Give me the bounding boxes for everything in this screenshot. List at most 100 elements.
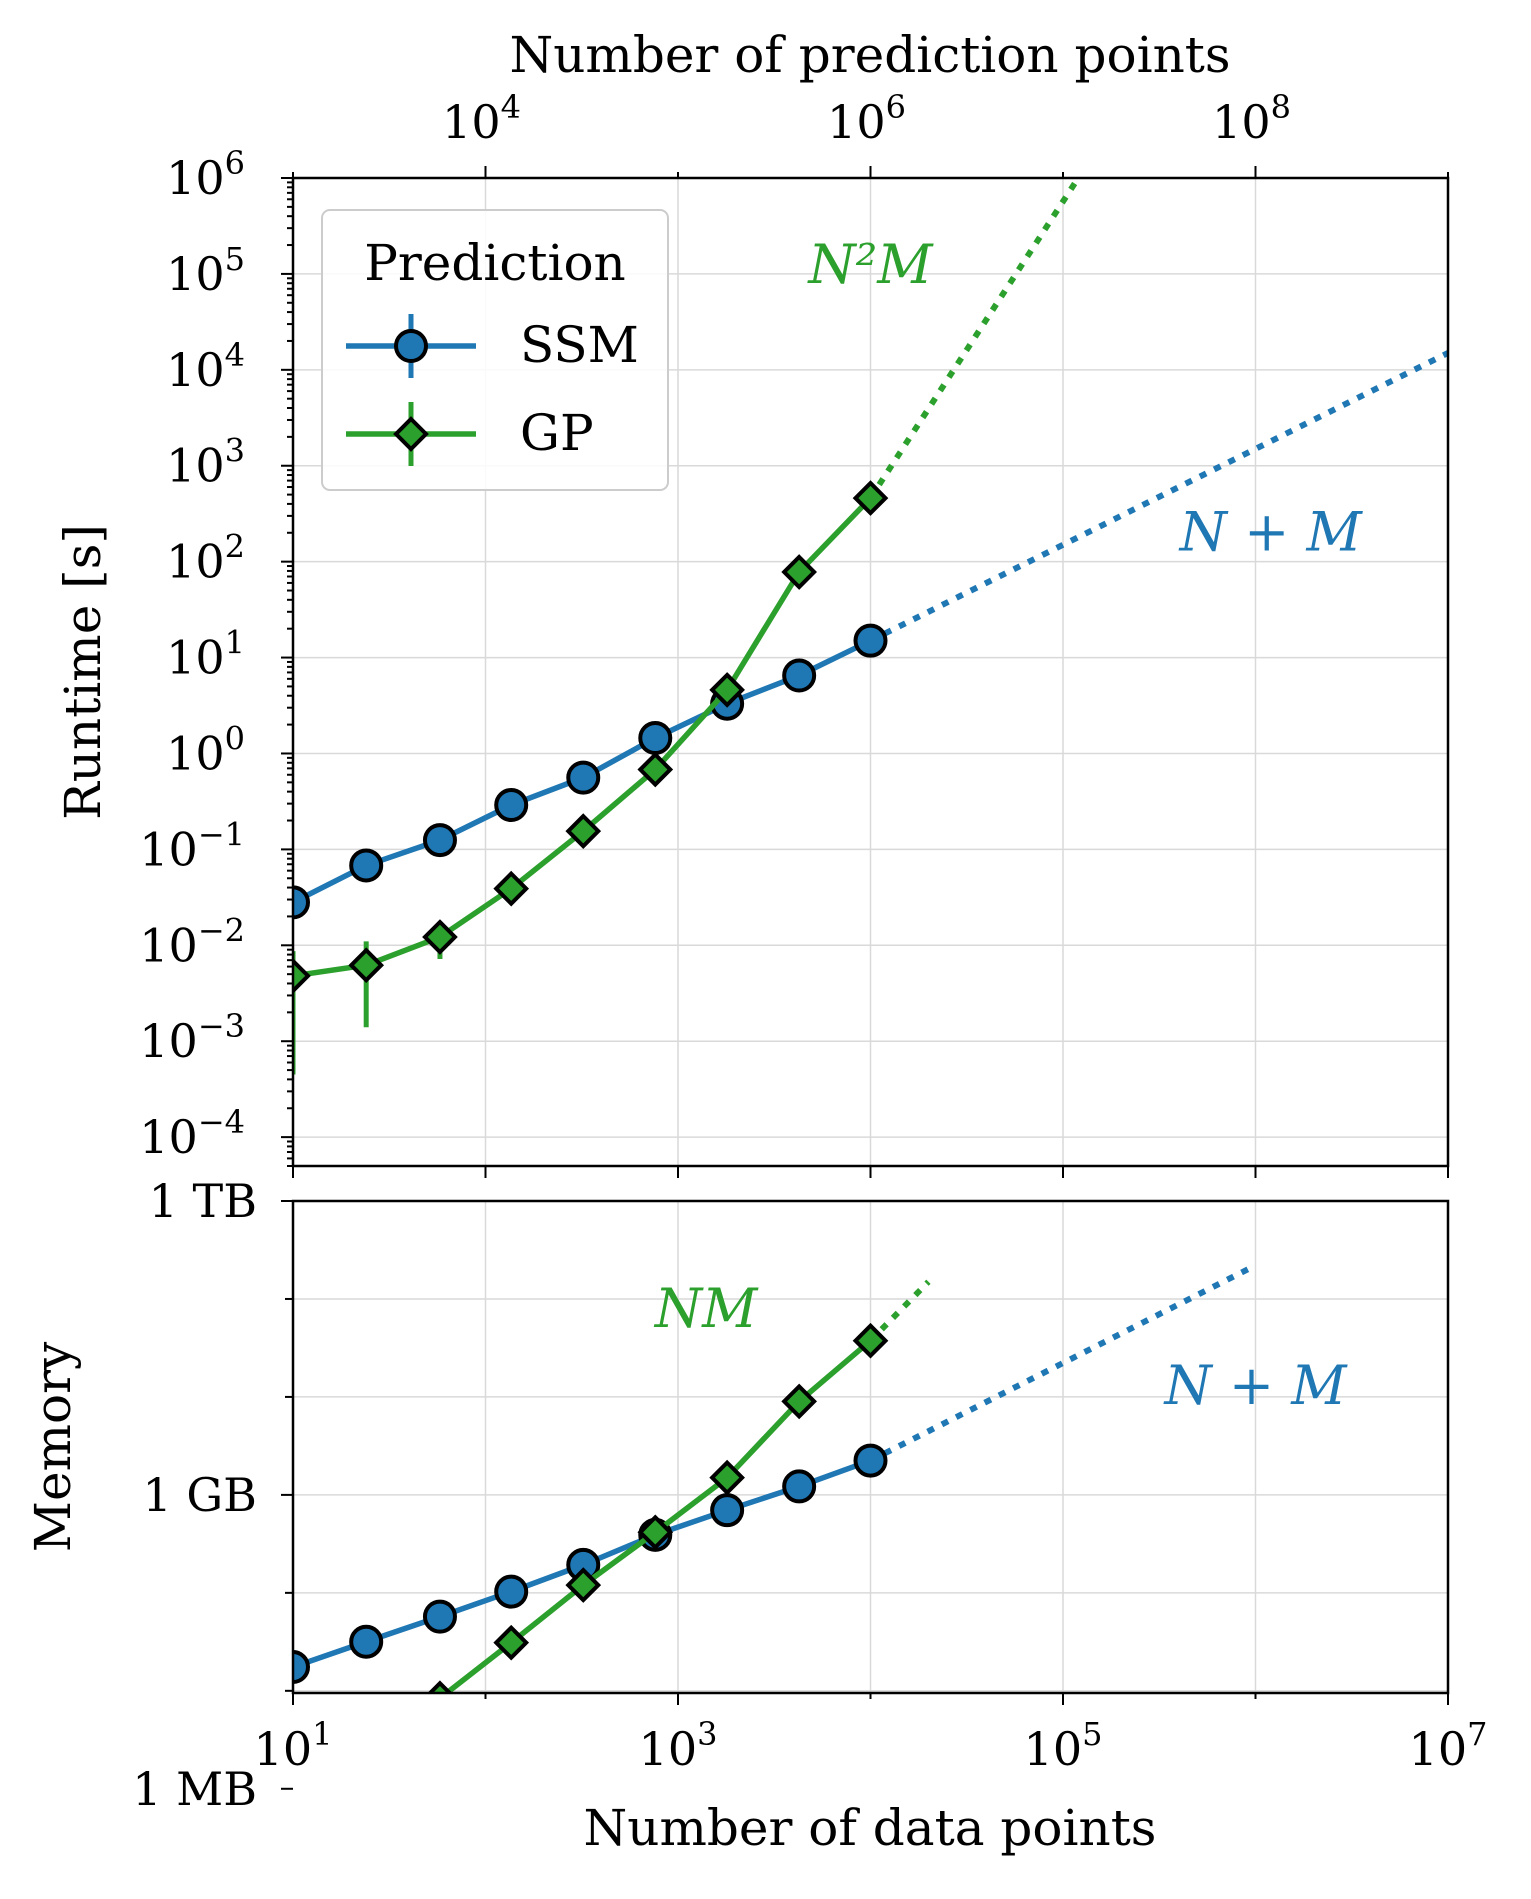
data-point-ssm xyxy=(349,848,384,883)
y-tick-label: 1 TB xyxy=(149,1174,257,1228)
annotation-runtime-1: N + M xyxy=(1178,501,1364,564)
y-tick-label-base: 10 xyxy=(139,1014,198,1068)
extrapolation-line-gp xyxy=(868,1279,931,1343)
data-point-gp xyxy=(348,947,385,984)
y-tick-label-base: 10 xyxy=(166,151,225,205)
legend-title: Prediction xyxy=(364,234,626,292)
y-tick-label: 10−2 xyxy=(139,911,245,972)
y-tick-label-exp: 5 xyxy=(225,240,245,278)
data-point-gp xyxy=(637,1514,674,1551)
top-x-tick-label-base: 10 xyxy=(442,95,501,149)
data-point-gp xyxy=(781,1383,817,1420)
y-tick-label: 10−3 xyxy=(139,1007,245,1068)
data-point-ssm xyxy=(710,1493,745,1528)
data-point-ssm xyxy=(494,1574,529,1609)
y-tick-label-exp: 3 xyxy=(225,432,245,470)
data-point-gp xyxy=(852,480,889,516)
y-tick-label-exp: 0 xyxy=(225,719,245,757)
y-tick-label-base: 10 xyxy=(139,918,198,972)
data-point-gp xyxy=(852,1322,889,1359)
legend-label-gp: GP xyxy=(520,404,594,462)
y-tick-label-exp: 6 xyxy=(225,144,245,182)
y-tick-label: 102 xyxy=(166,528,245,589)
y-tick-label-base: 10 xyxy=(166,631,225,685)
x-tick-label: 101 xyxy=(254,1715,333,1776)
y-tick-label-base: 10 xyxy=(166,343,225,397)
data-point-gp xyxy=(351,1817,381,1847)
data-point-gp xyxy=(422,919,458,955)
top-x-tick-label: 106 xyxy=(827,88,906,149)
y-tick-label-exp: −2 xyxy=(198,911,245,949)
x-tick-label-base: 10 xyxy=(1409,1722,1468,1776)
x-tick-label: 103 xyxy=(639,1715,718,1776)
y-tick-label-exp: 4 xyxy=(225,336,245,374)
x-tick-label-exp: 5 xyxy=(1082,1715,1102,1753)
x-tick-label: 107 xyxy=(1409,1715,1488,1776)
top-x-tick-label-exp: 8 xyxy=(1271,88,1291,126)
annotation-runtime-0: N²M xyxy=(806,233,934,296)
data-point-ssm xyxy=(422,1599,457,1634)
data-point-gp xyxy=(637,751,674,788)
data-point-ssm xyxy=(494,788,529,823)
data-point-gp xyxy=(427,1680,453,1693)
legend: Prediction SSM GP xyxy=(321,209,669,491)
top-x-tick-label-base: 10 xyxy=(827,95,886,149)
y-tick-label: 1 MB xyxy=(132,1762,257,1816)
y-tick-label: 1 GB xyxy=(143,1468,257,1522)
y-tick-label: 10−4 xyxy=(139,1103,245,1164)
data-point-gp xyxy=(709,672,745,708)
data-point-ssm xyxy=(638,720,673,755)
x-axis-label: Number of data points xyxy=(584,1799,1157,1857)
data-point-ssm xyxy=(293,1650,310,1685)
x-tick-label-exp: 7 xyxy=(1467,1715,1487,1753)
top-x-tick-label: 104 xyxy=(442,88,521,149)
y-tick-label: 100 xyxy=(166,719,245,780)
extrapolation-line-ssm xyxy=(869,350,1448,644)
extrapolation-line-gp xyxy=(867,178,1081,500)
y-tick-label-exp: 1 xyxy=(225,624,245,662)
y-tick-label: 105 xyxy=(166,240,245,301)
x-tick-label: 105 xyxy=(1024,1715,1103,1776)
y-tick-label-base: 10 xyxy=(139,822,198,876)
series-gp xyxy=(351,1279,931,1847)
legend-label-ssm: SSM xyxy=(520,316,639,374)
y-tick-label-exp: −3 xyxy=(198,1007,245,1045)
series-ssm xyxy=(293,1262,1257,1685)
data-point-ssm xyxy=(293,885,310,920)
x-tick-label-base: 10 xyxy=(1024,1722,1083,1776)
y-tick-label-base: 10 xyxy=(166,535,225,589)
data-point-ssm xyxy=(349,1624,384,1659)
top-x-tick-label-exp: 4 xyxy=(501,88,521,126)
data-point-gp xyxy=(493,1624,530,1661)
data-point-ssm xyxy=(782,1469,817,1504)
x-tick-label-exp: 1 xyxy=(312,1715,332,1753)
annotation-memory-0: NM xyxy=(653,1277,759,1340)
legend-marker-gp xyxy=(393,416,429,452)
annotation-memory-1: N + M xyxy=(1162,1354,1348,1417)
top-x-tick-label-base: 10 xyxy=(1212,95,1271,149)
y-tick-label: 106 xyxy=(166,144,245,205)
legend-marker-ssm xyxy=(394,329,428,363)
data-point-gp xyxy=(293,958,311,994)
series-gp xyxy=(293,178,1081,1075)
y-tick-label-base: 10 xyxy=(166,726,225,780)
data-point-gp xyxy=(565,1567,602,1603)
y-tick-label: 101 xyxy=(166,624,245,685)
data-point-gp xyxy=(565,813,602,849)
x-tick-label-exp: 3 xyxy=(697,1715,717,1753)
data-point-ssm xyxy=(853,623,888,658)
data-point-gp xyxy=(709,1459,745,1496)
y-tick-label: 104 xyxy=(166,336,245,397)
y-tick-label-base: 10 xyxy=(139,1110,198,1164)
top-x-tick-label-exp: 6 xyxy=(886,88,906,126)
data-point-ssm xyxy=(566,760,601,795)
data-point-gp xyxy=(493,870,530,907)
y-tick-label-base: 10 xyxy=(166,439,225,493)
y-tick-label-exp: −4 xyxy=(198,1103,245,1141)
data-point-ssm xyxy=(422,823,457,858)
x-tick-label-base: 10 xyxy=(639,1722,698,1776)
x-tick-label-base: 10 xyxy=(254,1722,313,1776)
